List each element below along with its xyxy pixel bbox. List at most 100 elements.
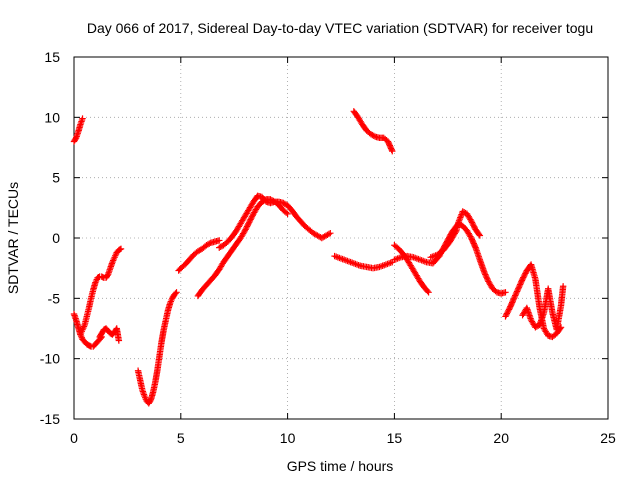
data-point <box>206 240 213 247</box>
ticks <box>73 56 609 420</box>
series-seg7 <box>194 196 291 300</box>
data-point <box>244 221 251 229</box>
series-seg5 <box>134 289 180 407</box>
y-tick-labels: -15 -10 -5 0 5 10 15 <box>40 49 60 427</box>
data-point <box>482 271 489 278</box>
data-point <box>483 274 490 281</box>
data-point <box>245 219 253 226</box>
data-point <box>425 289 432 296</box>
data-point <box>452 228 459 236</box>
data-point <box>470 222 477 229</box>
data-point <box>522 270 529 277</box>
data-point <box>480 268 488 275</box>
series-seg6 <box>175 237 223 274</box>
data-point <box>520 273 528 280</box>
data-point <box>172 290 179 297</box>
y-tick-label: 5 <box>52 170 60 186</box>
data-point <box>245 220 252 227</box>
x-tick-label: 5 <box>177 430 185 446</box>
series-seg3 <box>77 245 125 338</box>
data-point <box>505 307 512 315</box>
data-point <box>502 311 510 319</box>
data-point <box>284 210 291 218</box>
data-point <box>394 255 401 262</box>
data-point <box>512 292 519 299</box>
data-point <box>385 139 392 147</box>
data-point <box>516 281 524 288</box>
data-point <box>282 209 290 216</box>
grid <box>74 57 608 419</box>
data-point <box>476 232 484 239</box>
data-point <box>506 304 513 312</box>
data-point <box>520 274 527 281</box>
data-point <box>115 337 123 344</box>
x-tick-label: 20 <box>493 430 509 446</box>
data-point <box>513 289 520 297</box>
data-point <box>468 217 475 225</box>
data-point <box>510 295 518 302</box>
data-point <box>516 282 523 290</box>
data-point <box>513 288 521 295</box>
data-point <box>519 275 526 283</box>
y-axis-label: SDTVAR / TECUs <box>5 182 21 294</box>
data-point <box>243 224 250 232</box>
data-point <box>469 237 476 244</box>
data-point <box>388 146 395 153</box>
y-tick-label: -10 <box>40 351 60 367</box>
x-tick-label: 0 <box>70 430 78 446</box>
data-point <box>559 283 567 290</box>
data-point <box>469 238 477 246</box>
data-point <box>470 240 477 247</box>
series-seg12 <box>391 220 509 297</box>
data-point <box>518 277 526 284</box>
data-point <box>509 297 516 305</box>
data-point <box>467 233 474 240</box>
series-seg15 <box>519 283 567 333</box>
data-point <box>386 141 393 148</box>
data-point <box>86 342 94 350</box>
data-point <box>517 279 524 287</box>
x-tick-label: 25 <box>600 430 616 446</box>
series-seg10 <box>350 108 396 155</box>
data-point <box>470 223 478 230</box>
data-point <box>515 285 522 292</box>
data-point <box>502 313 509 320</box>
data-point <box>79 115 86 122</box>
data-point <box>468 234 475 242</box>
data-point <box>243 223 251 230</box>
data-point <box>424 287 431 295</box>
data-point <box>507 302 515 309</box>
data-point <box>248 213 256 220</box>
data-point <box>557 324 565 331</box>
data-point <box>471 241 478 249</box>
data-point <box>504 309 511 316</box>
data-point <box>99 274 107 281</box>
series-seg4 <box>96 325 123 344</box>
data-point <box>521 271 528 279</box>
data-point <box>507 303 514 310</box>
data-point <box>503 310 511 317</box>
data-point <box>246 217 254 225</box>
data-point <box>518 278 525 285</box>
y-tick-label: -15 <box>40 411 60 427</box>
data-point <box>116 246 124 253</box>
series-seg11 <box>391 242 432 296</box>
data-point <box>514 286 521 294</box>
data-point <box>505 306 513 313</box>
y-tick-label: 10 <box>44 109 60 125</box>
data-point <box>242 226 249 233</box>
data-point <box>508 299 516 306</box>
series-seg9 <box>331 252 396 272</box>
data-point <box>511 293 518 301</box>
data-point <box>389 147 396 155</box>
data-point <box>482 272 490 280</box>
x-axis-label: GPS time / hours <box>287 458 394 474</box>
data-point <box>510 296 517 303</box>
x-tick-label: 10 <box>280 430 296 446</box>
data-point <box>508 300 515 308</box>
data-point <box>515 284 523 291</box>
series-seg8 <box>216 192 334 251</box>
data-point <box>469 220 476 228</box>
data-point <box>468 219 476 226</box>
